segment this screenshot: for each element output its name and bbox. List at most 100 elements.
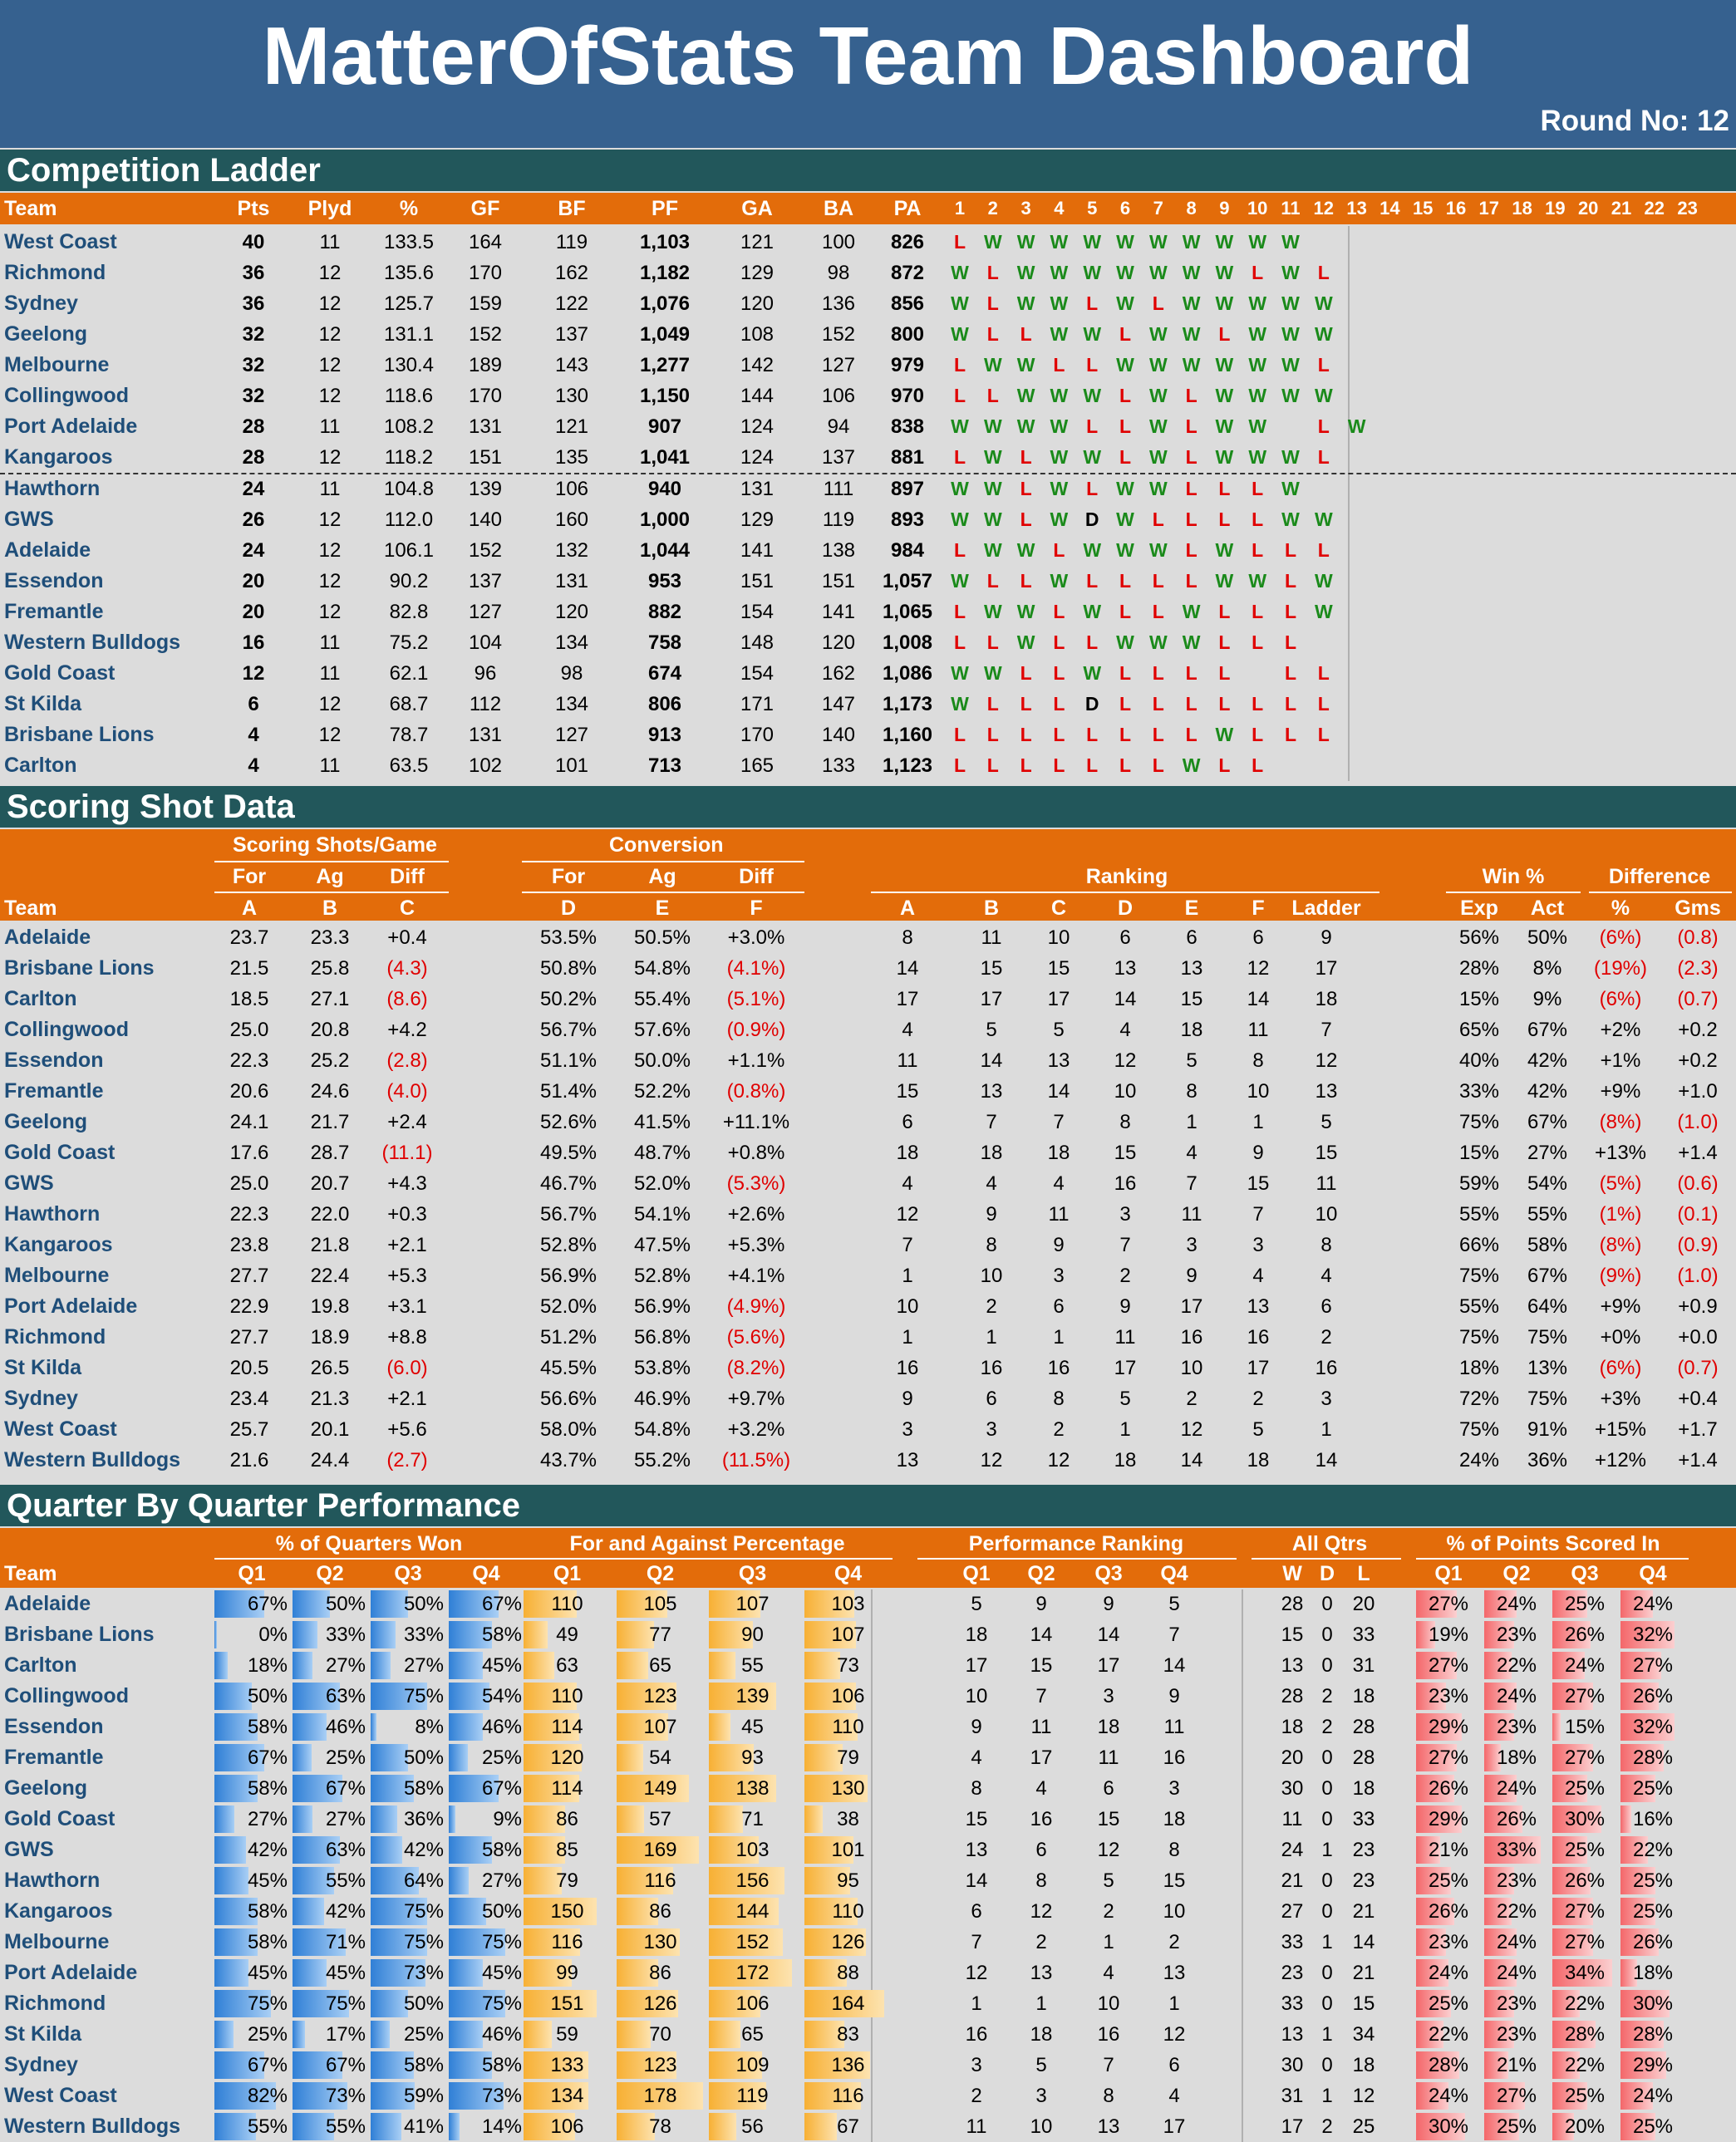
wdl-value: 0 [1321,2054,1333,2076]
ladder-cell: 75.2 [389,631,429,654]
won-value: 27% [403,1654,444,1677]
fa-value: 45 [741,1716,764,1738]
won-bar [293,1898,324,1925]
quarters-team-name: Melbourne [4,1930,110,1953]
rank-value: 4 [1168,2085,1180,2107]
scoring-cell: 22.3 [229,1203,269,1226]
scoring-cell: 53.5% [539,926,598,949]
scoring-cell: 28.7 [310,1142,350,1164]
won-value: 73% [481,2085,522,2107]
round-result: L [1119,446,1132,468]
scoring-cell: +0.2 [1678,1019,1718,1041]
scoring-cell: 20.5 [229,1357,269,1379]
ladder-cell: 913 [647,724,682,746]
scoring-cell: +2.1 [387,1388,427,1410]
round-result: W [1182,631,1201,653]
ladder-cell: 1,160 [882,724,933,746]
scoring-cell: 40% [1458,1049,1500,1072]
rank-value: 6 [971,1900,982,1923]
scoring-cell: 17 [1047,988,1070,1010]
round-number-header: 20 [1577,198,1599,219]
scoring-cell: 1 [902,1265,913,1287]
round-result: L [953,601,966,622]
round-result: W [951,292,969,314]
scoring-cell: 17 [1315,957,1338,980]
round-result: W [1215,262,1234,283]
scoring-cell: +3% [1600,1388,1641,1410]
ladder-cell: 121 [554,415,589,438]
rank-value: 3 [1168,1777,1180,1800]
pts-value: 26% [1564,1869,1606,1892]
won-bar [371,1836,402,1864]
fa-value: 178 [643,2085,677,2107]
pts-bar [1620,1621,1675,1648]
pts-value: 24% [1632,2085,1674,2107]
scoring-cell: 25.2 [310,1049,350,1072]
scoring-cell: 11 [981,926,1002,949]
scoring-cell: 11 [1181,1203,1202,1226]
scoring-cell: +9% [1600,1295,1641,1318]
rank-value: 5 [971,1593,982,1615]
ladder-cell: 24 [242,478,265,500]
wdl-value: 14 [1352,1931,1375,1953]
scoring-team-name: Fremantle [4,1079,104,1103]
rank-value: 18 [965,1624,988,1646]
wdl-value: 1 [1321,2023,1333,2046]
won-bar [371,1928,427,1956]
won-value: 58% [247,1931,288,1953]
fa-value: 164 [831,1992,865,2015]
scoring-cell: 15 [1047,957,1070,980]
scoring-cell: (1%) [1599,1203,1642,1226]
scoring-cell: +4.1% [727,1265,785,1287]
ladder-cell: 152 [468,539,503,562]
rank-value: 10 [1097,1992,1120,2015]
round-result: L [1020,508,1032,530]
scoring-cell: 12 [1247,957,1270,980]
fa-bar [709,1775,776,1802]
scoring-cell: +11.1% [722,1111,790,1133]
scoring-cell: 57.6% [633,1019,691,1041]
scoring-cell: (0.8%) [726,1080,786,1103]
won-bar [293,1836,340,1864]
scoring-cell: 27% [1527,1142,1568,1164]
quarters-q-header: Q3 [738,1562,767,1585]
fa-value: 109 [735,2054,770,2076]
pts-bar [1620,1775,1656,1802]
scoring-subheader: % [1611,897,1630,920]
round-result: L [1020,754,1032,776]
round-result: W [1148,631,1168,653]
fa-value: 106 [550,2115,584,2138]
scoring-cell: 5 [1053,1019,1065,1041]
wdl-value: 23 [1352,1869,1375,1892]
round-result: L [953,724,966,745]
fa-bar [804,1928,866,1956]
ladder-cell: 94 [827,415,850,438]
pts-bar [1620,1744,1664,1771]
pts-bar [1484,1898,1512,1925]
pts-value: 22% [1564,2054,1606,2076]
pts-value: 25% [1428,1992,1469,2015]
scoring-cell: 1 [986,1326,997,1349]
fa-value: 110 [832,1716,864,1738]
ladder-cell: 154 [740,662,775,685]
pts-value: 30% [1564,1808,1606,1830]
scoring-cell: 50.5% [633,926,691,949]
quarters-wdl-header: L [1357,1562,1370,1585]
ladder-cell: 135 [554,446,589,469]
pts-value: 24% [1632,1593,1674,1615]
scoring-cell: 15 [1180,988,1203,1010]
round-result: W [1016,539,1035,561]
scoring-cell: (1.0) [1677,1111,1719,1133]
pts-bar [1416,1959,1448,1987]
scoring-cell: 65% [1458,1019,1500,1041]
scoring-cell: (0.1) [1677,1203,1719,1226]
pts-bar [1416,2082,1448,2110]
scoring-cell: 6 [1053,1295,1065,1318]
scoring-cell: 16 [896,1357,919,1379]
scoring-cell: 2 [1186,1388,1197,1410]
scoring-cell: 56.7% [539,1019,598,1041]
pts-value: 24% [1496,1931,1537,1953]
ladder-cell: 12 [242,662,265,685]
fa-value: 130 [643,1931,677,1953]
rank-value: 10 [1163,1900,1186,1923]
